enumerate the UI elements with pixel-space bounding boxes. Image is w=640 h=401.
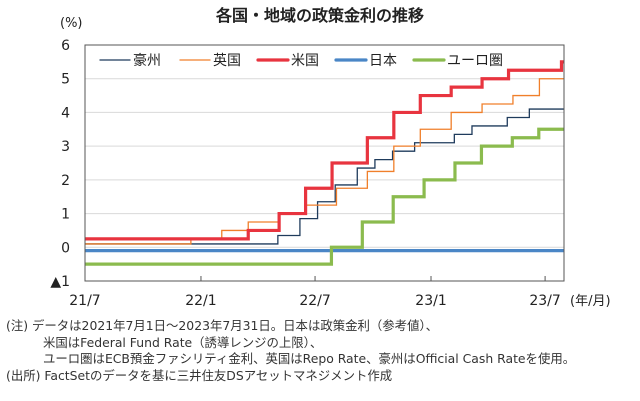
chart-title: 各国・地域の政策金利の推移 [215,6,424,25]
y-tick-label: ▲1 [50,274,70,290]
x-tick-label: 22/7 [299,293,330,309]
legend-label: ユーロ圏 [447,53,503,69]
legend-label: 豪州 [133,53,161,69]
series-line-米国 [85,60,564,241]
y-tick-label: 5 [61,72,70,88]
series-line-豪州 [85,108,564,245]
series-line-ユーロ圏 [85,127,564,266]
y-tick-label: 4 [61,105,70,121]
notes: (注) データは2021年7月1日～2023年7月31日。日本は政策金利（参考値… [6,318,575,384]
note-line-1: (注) データは2021年7月1日～2023年7月31日。日本は政策金利（参考値… [6,318,439,333]
y-tick-label: 1 [61,207,70,223]
y-tick-label: 6 [61,38,70,54]
x-tick-label: 21/7 [69,293,100,309]
policy-rate-chart: 各国・地域の政策金利の推移 (%) (年/月) 6 5 4 3 2 1 0 ▲1 21/7 22… [50,6,611,309]
x-axis-unit: (年/月) [570,294,611,309]
legend-label: 英国 [213,52,241,69]
series-line-英国 [85,78,564,245]
legend-label: 日本 [369,53,397,69]
y-tick-label: 2 [61,173,70,189]
note-line-2: 米国はFederal Fund Rate（誘導レンジの上限）、 [43,334,323,350]
x-tick-label: 23/7 [529,293,560,309]
y-axis-unit: (%) [60,16,83,31]
source-note: (出所) FactSetのデータを基に三井住友DSアセットマネジメント作成 [6,367,393,383]
plot-frame [84,44,565,282]
note-line-3: ユーロ圏はECB預金ファシリティ金利、英国はRepo Rate、豪州はOffic… [43,351,576,366]
y-tick-label: 0 [61,240,70,256]
legend-label: 米国 [291,53,319,69]
legend: 豪州 英国 米国 日本 ユーロ圏 [88,48,503,72]
x-tick-label: 22/1 [185,293,216,309]
x-tick-label: 23/1 [415,293,446,309]
y-tick-label: 3 [61,139,70,155]
